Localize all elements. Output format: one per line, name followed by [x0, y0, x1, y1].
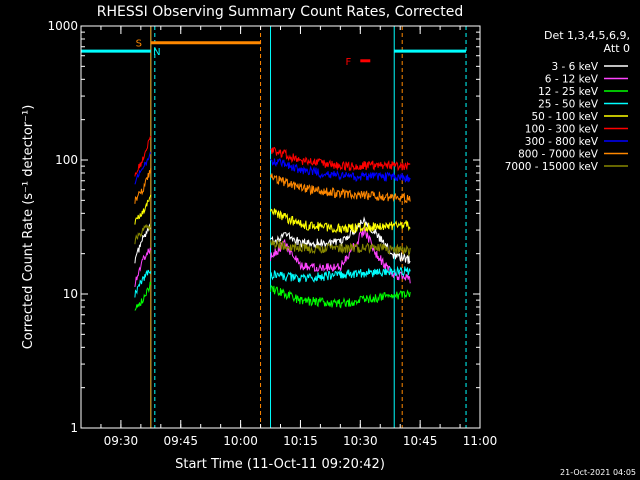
x-tick-label-6: 11:00 [463, 434, 498, 448]
flag-label-1: N [153, 47, 160, 58]
series-line-3-after [270, 265, 411, 284]
series-line-0-after [270, 216, 411, 265]
y-tick-label-1: 10 [63, 287, 78, 301]
series-line-8-after [270, 239, 411, 257]
legend-label-6: 300 - 800 keV [525, 136, 599, 148]
series-line-7-after [270, 173, 411, 204]
y-tick-label-3: 1000 [47, 19, 78, 33]
y-tick-label-0: 1 [70, 421, 78, 435]
flag-label-3: F [345, 57, 351, 68]
flag-label-0: S [136, 39, 142, 50]
x-axis-label: Start Time (11-Oct-11 09:20:42) [175, 457, 385, 472]
legend-label-1: 6 - 12 keV [545, 74, 599, 86]
x-tick-label-4: 10:30 [343, 434, 378, 448]
axis-ticks: 1 10 100 1000 09:30 09:45 10:00 10:15 10:30 10:45… [47, 19, 497, 448]
chart-title: RHESSI Observing Summary Count Rates, Co… [97, 4, 463, 20]
series-line-0-before [134, 223, 152, 264]
series-line-6-after [270, 157, 411, 183]
legend-label-5: 100 - 300 keV [525, 124, 599, 136]
legend-label-7: 800 - 7000 keV [518, 149, 599, 161]
vertical-markers [80, 26, 467, 428]
series-line-2-after [270, 285, 411, 309]
series-line-4-before [134, 194, 152, 225]
legend-label-3: 25 - 50 keV [538, 99, 599, 111]
series-line-5-after [270, 146, 411, 172]
x-tick-label-5: 10:45 [403, 434, 438, 448]
footer-date: 21-Oct-2021 04:05 [560, 468, 636, 477]
series-line-5-before [134, 135, 152, 177]
legend-label-8: 7000 - 15000 keV [505, 161, 599, 173]
series-line-1-after [270, 227, 411, 284]
series-line-2-before [134, 281, 152, 311]
x-tick-label-2: 10:00 [223, 434, 258, 448]
data-series [134, 135, 411, 311]
series-line-4-after [270, 208, 411, 234]
y-tick-label-2: 100 [55, 153, 78, 167]
x-tick-label-0: 09:30 [104, 434, 139, 448]
series-line-8-before [134, 223, 152, 245]
y-axis-label: Corrected Count Rate (s⁻¹ detector⁻¹) [21, 105, 36, 350]
detector-info-line-2: Att 0 [604, 42, 630, 55]
series-line-7-before [134, 167, 152, 204]
detector-info-line-1: Det 1,3,4,5,6,9, [544, 29, 630, 42]
series-line-3-before [134, 269, 152, 298]
x-tick-label-1: 09:45 [163, 434, 198, 448]
series-line-1-before [134, 247, 152, 287]
legend-label-2: 12 - 25 keV [538, 86, 599, 98]
legend-label-4: 50 - 100 keV [531, 111, 598, 123]
observing-flags: SN F [81, 39, 467, 68]
legend-label-0: 3 - 6 keV [551, 61, 598, 73]
x-tick-label-3: 10:15 [283, 434, 318, 448]
series-line-6-before [134, 151, 152, 185]
